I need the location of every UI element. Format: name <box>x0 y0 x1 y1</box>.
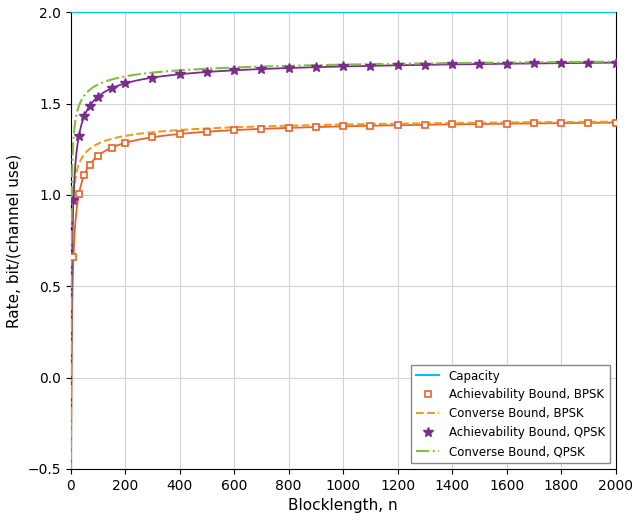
Achievability Bound, QPSK <box>108 85 115 92</box>
Converse Bound, BPSK <box>596 119 604 125</box>
Achievability Bound, BPSK <box>312 124 320 130</box>
Achievability Bound, BPSK <box>448 121 456 127</box>
Achievability Bound, BPSK <box>94 153 102 159</box>
Converse Bound, BPSK <box>612 119 620 125</box>
Converse Bound, QPSK <box>596 59 604 65</box>
Achievability Bound, BPSK <box>394 122 401 128</box>
Achievability Bound, BPSK <box>230 127 238 133</box>
Line: Converse Bound, QPSK: Converse Bound, QPSK <box>71 62 616 420</box>
Achievability Bound, QPSK <box>257 66 265 72</box>
Achievability Bound, QPSK <box>557 60 565 66</box>
Achievability Bound, BPSK <box>476 121 483 127</box>
Achievability Bound, QPSK <box>312 64 320 70</box>
Legend: Capacity, Achievability Bound, BPSK, Converse Bound, BPSK, Achievability Bound, : Capacity, Achievability Bound, BPSK, Con… <box>411 365 610 463</box>
Converse Bound, BPSK <box>596 119 604 125</box>
Converse Bound, BPSK <box>496 120 504 126</box>
Achievability Bound, BPSK <box>584 120 592 126</box>
Achievability Bound, BPSK <box>86 162 93 168</box>
Achievability Bound, QPSK <box>584 60 592 66</box>
Achievability Bound, QPSK <box>503 61 511 67</box>
Achievability Bound, BPSK <box>70 254 77 261</box>
Achievability Bound, QPSK <box>148 74 156 81</box>
Achievability Bound, QPSK <box>339 63 347 70</box>
Achievability Bound, QPSK <box>122 80 129 86</box>
Converse Bound, BPSK <box>317 122 325 128</box>
Achievability Bound, QPSK <box>448 61 456 68</box>
Capacity <box>67 9 75 16</box>
Achievability Bound, BPSK <box>612 120 620 126</box>
Converse Bound, QPSK <box>332 62 340 68</box>
Converse Bound, QPSK <box>317 62 325 68</box>
Achievability Bound, QPSK <box>421 62 429 68</box>
Achievability Bound, BPSK <box>203 128 211 135</box>
Achievability Bound, BPSK <box>530 120 538 126</box>
Achievability Bound, QPSK <box>86 102 93 109</box>
Converse Bound, QPSK <box>67 417 75 423</box>
Achievability Bound, QPSK <box>394 62 401 69</box>
Achievability Bound, QPSK <box>94 94 102 100</box>
Achievability Bound, QPSK <box>367 63 374 69</box>
Achievability Bound, QPSK <box>530 60 538 67</box>
Achievability Bound, QPSK <box>230 67 238 73</box>
Achievability Bound, BPSK <box>122 140 129 146</box>
Achievability Bound, QPSK <box>476 61 483 67</box>
Achievability Bound, BPSK <box>285 125 292 131</box>
Achievability Bound, BPSK <box>148 134 156 140</box>
Achievability Bound, QPSK <box>81 113 88 119</box>
Line: Converse Bound, BPSK: Converse Bound, BPSK <box>71 122 616 471</box>
Converse Bound, QPSK <box>596 59 604 65</box>
Achievability Bound, BPSK <box>176 131 184 137</box>
X-axis label: Blocklength, n: Blocklength, n <box>289 498 398 513</box>
Converse Bound, BPSK <box>332 122 340 128</box>
Converse Bound, BPSK <box>67 467 75 474</box>
Line: Achievability Bound, QPSK: Achievability Bound, QPSK <box>68 58 620 205</box>
Converse Bound, QPSK <box>496 59 504 66</box>
Achievability Bound, QPSK <box>75 133 83 139</box>
Achievability Bound, BPSK <box>503 121 511 127</box>
Converse Bound, QPSK <box>95 81 102 87</box>
Capacity <box>67 9 75 16</box>
Y-axis label: Rate, bit/(channel use): Rate, bit/(channel use) <box>7 153 22 328</box>
Achievability Bound, QPSK <box>285 65 292 71</box>
Achievability Bound, BPSK <box>81 172 88 178</box>
Achievability Bound, BPSK <box>108 145 115 151</box>
Achievability Bound, QPSK <box>612 59 620 66</box>
Converse Bound, BPSK <box>95 140 102 147</box>
Achievability Bound, BPSK <box>339 123 347 129</box>
Line: Achievability Bound, BPSK: Achievability Bound, BPSK <box>70 119 619 261</box>
Achievability Bound, QPSK <box>203 69 211 75</box>
Converse Bound, QPSK <box>612 59 620 65</box>
Achievability Bound, QPSK <box>176 71 184 77</box>
Achievability Bound, BPSK <box>421 122 429 128</box>
Achievability Bound, BPSK <box>557 120 565 126</box>
Achievability Bound, QPSK <box>70 197 77 203</box>
Achievability Bound, BPSK <box>75 191 83 197</box>
Achievability Bound, BPSK <box>257 126 265 132</box>
Achievability Bound, BPSK <box>367 123 374 129</box>
